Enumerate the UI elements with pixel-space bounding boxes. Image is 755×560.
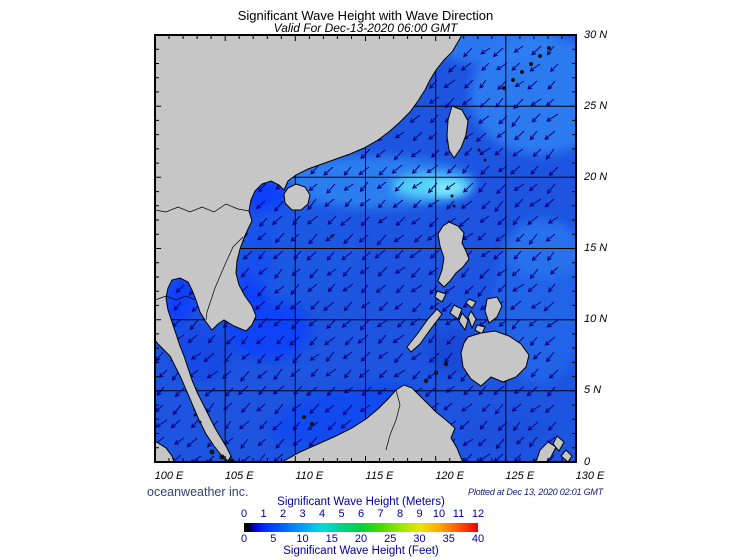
island-cebu: [467, 309, 477, 330]
meters-tick: 1: [260, 508, 267, 520]
country-border: [385, 389, 401, 451]
island-hainan: [283, 183, 311, 211]
lon-label: 100 E: [154, 470, 184, 482]
feet-tick: 20: [354, 533, 368, 545]
meters-tick: 4: [318, 508, 326, 520]
lon-label: 105 E: [224, 470, 254, 482]
lon-label: 115 E: [365, 470, 394, 482]
island-borneo: [280, 384, 464, 462]
feet-tick: 10: [296, 533, 309, 545]
meters-tick: 6: [357, 508, 365, 520]
lat-label: 5 N: [584, 384, 602, 397]
meters-tick: 9: [416, 508, 423, 520]
lon-label: 120 E: [435, 470, 465, 482]
meters-tick: 3: [299, 508, 306, 520]
small-islets: [193, 46, 551, 462]
island-samar-leyte: [484, 296, 503, 324]
lat-label: 30 N: [584, 28, 608, 41]
page-title: Significant Wave Height with Wave Direct…: [237, 8, 494, 23]
meters-tick: 11: [452, 508, 465, 520]
lat-label: 20 N: [584, 170, 608, 183]
feet-tick: 40: [471, 533, 485, 545]
island-moluccas: [552, 435, 565, 452]
land-layer: [155, 35, 573, 462]
meters-tick: 10: [432, 508, 446, 520]
meters-tick: 8: [396, 508, 404, 520]
meters-tick: 5: [338, 508, 345, 520]
lat-label: 25 N: [584, 99, 608, 112]
island-palawan: [406, 308, 443, 353]
lat-label: 10 N: [584, 313, 608, 326]
island-taiwan: [446, 105, 469, 159]
meters-tick: 2: [279, 508, 287, 520]
country-border: [155, 295, 197, 301]
meters-tick: 7: [377, 508, 384, 520]
colorbar-gradient: [244, 523, 478, 532]
credit-oceanweather: oceanweather inc.: [147, 485, 249, 499]
landmass-asia-indochina: [155, 35, 463, 462]
colorbar-title-feet: Significant Wave Height (Feet): [283, 545, 439, 557]
island-mindoro: [434, 290, 447, 303]
feet-tick: 15: [325, 533, 338, 545]
lat-label: 15 N: [584, 242, 608, 254]
feet-tick: 25: [384, 533, 397, 545]
country-border: [155, 203, 250, 213]
island-panay: [449, 304, 463, 320]
map-frame: [154, 34, 577, 463]
feet-tick: 35: [442, 533, 455, 545]
island-mindanao: [460, 330, 530, 387]
feet-tick: 30: [413, 533, 426, 545]
colorbar-title-meters: Significant Wave Height (Meters): [277, 496, 445, 508]
island-sumatra-tip: [155, 440, 175, 462]
lon-label: 130 E: [575, 470, 605, 482]
island-masbate: [465, 298, 477, 309]
lon-label: 125 E: [505, 470, 535, 482]
credit-plotted-at: Plotted at Dec 13, 2020 02:01 GMT: [468, 487, 603, 497]
lat-label: 0: [584, 455, 591, 468]
valid-time-subtitle: Valid For Dec-13-2020 06:00 GMT: [273, 21, 458, 35]
island-negros: [458, 312, 469, 332]
lon-label: 110 E: [295, 470, 324, 482]
meters-tick: 0: [240, 508, 248, 520]
feet-tick: 5: [270, 533, 277, 545]
island-moluccas: [560, 449, 573, 462]
feet-tick: 0: [240, 533, 248, 545]
country-border: [205, 236, 244, 321]
meters-tick: 12: [471, 508, 485, 520]
island-luzon: [437, 221, 470, 288]
